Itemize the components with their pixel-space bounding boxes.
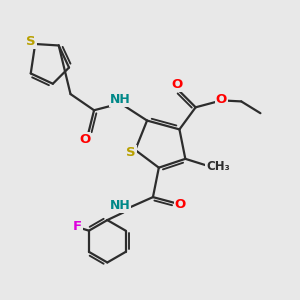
Text: S: S: [26, 34, 36, 48]
Text: O: O: [175, 198, 186, 211]
Text: O: O: [79, 133, 90, 146]
Text: NH: NH: [110, 93, 131, 106]
Text: NH: NH: [110, 200, 130, 212]
Text: F: F: [73, 220, 82, 233]
Text: O: O: [216, 93, 227, 106]
Text: O: O: [171, 78, 182, 91]
Text: CH₃: CH₃: [206, 160, 230, 173]
Text: S: S: [126, 146, 136, 159]
